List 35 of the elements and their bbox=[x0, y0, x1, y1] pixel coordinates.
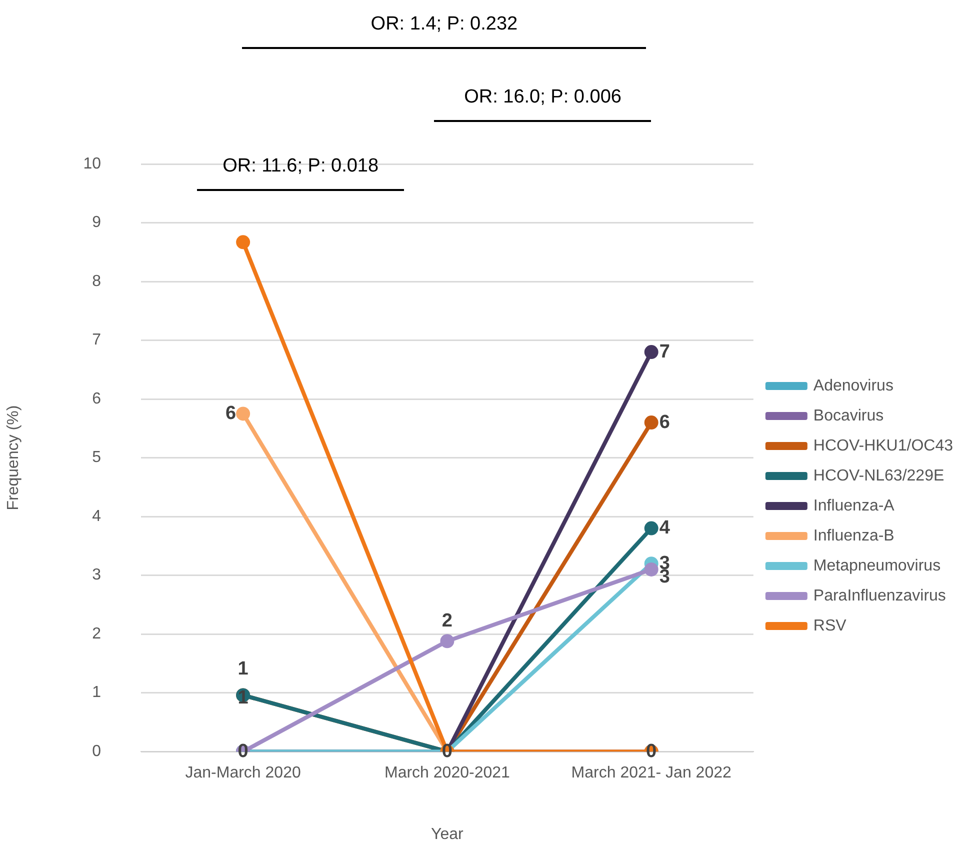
legend-label: ParaInfluenzavirus bbox=[813, 587, 946, 604]
y-tick-label: 8 bbox=[92, 272, 102, 290]
y-tick-label: 6 bbox=[92, 390, 102, 408]
annotation: OR: 11.6; P: 0.018 bbox=[222, 156, 379, 177]
text: OR: 1.4; P: 0.232 bbox=[370, 14, 518, 35]
data-label: 1 bbox=[238, 658, 249, 680]
legend-label: Metapneumovirus bbox=[813, 557, 941, 574]
y-tick-label: 1 bbox=[92, 684, 102, 702]
y-axis-title: Frequency (%) bbox=[5, 405, 22, 510]
y-tick-label: 3 bbox=[92, 566, 102, 584]
data-label: 0 bbox=[238, 740, 248, 762]
y-tick-label: 9 bbox=[92, 214, 102, 232]
data-label: 7 bbox=[659, 341, 670, 362]
legend-label: Adenovirus bbox=[813, 377, 894, 394]
y-tick-label: 7 bbox=[92, 332, 102, 349]
y-tick-label: 0 bbox=[92, 743, 102, 760]
data-label: 6 bbox=[225, 402, 236, 424]
legend-label: Influenza-A bbox=[813, 497, 895, 514]
x-tick-label: March 2020-2021 bbox=[384, 764, 510, 782]
data-label: 4 bbox=[659, 518, 670, 539]
x-tick-label: Jan-March 2020 bbox=[185, 764, 301, 782]
data-label: 2 bbox=[442, 610, 452, 632]
y-tick-label: 5 bbox=[92, 449, 102, 466]
y-tick-label: 10 bbox=[83, 155, 102, 172]
y-tick-label: 2 bbox=[92, 625, 102, 642]
text: OR: 16.0; P: 0.006 bbox=[464, 86, 622, 108]
legend-label: Influenza-B bbox=[813, 527, 894, 544]
data-label: 6 bbox=[659, 412, 670, 433]
y-tick-label: 4 bbox=[92, 508, 102, 525]
legend-label: Bocavirus bbox=[813, 407, 884, 424]
legend-label: RSV bbox=[813, 617, 847, 634]
legend-label: HCOV-NL63/229E bbox=[813, 467, 944, 484]
x-axis-title: Year bbox=[431, 826, 464, 843]
legend-label: HCOV-HKU1/OC43 bbox=[813, 437, 954, 454]
x-tick-label: March 2021- Jan 2022 bbox=[571, 764, 732, 782]
